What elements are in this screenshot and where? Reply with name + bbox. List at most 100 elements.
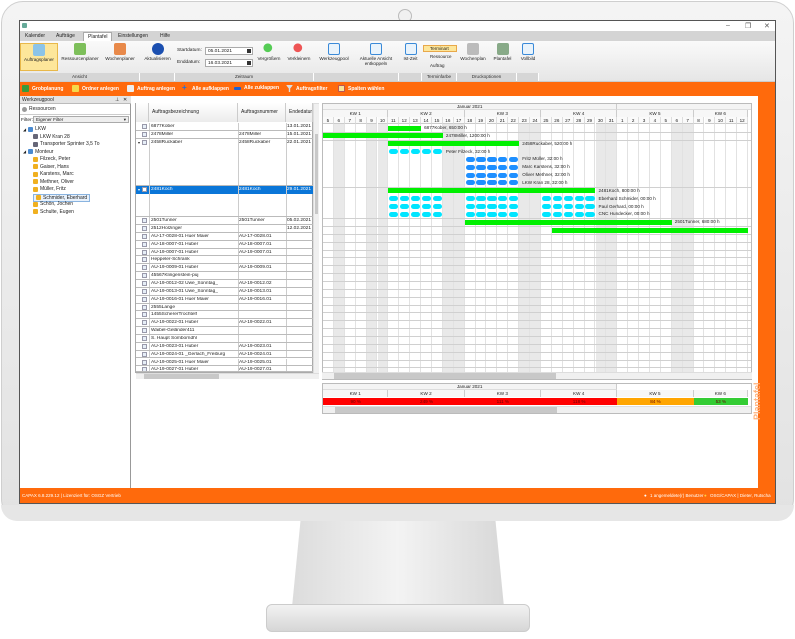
resource-booking[interactable] [498,172,508,178]
table-row[interactable]: Heppeler-Schrank [136,256,313,265]
scroll-thumb[interactable] [315,134,318,214]
resource-booking[interactable] [487,204,497,209]
scroll-thumb[interactable] [144,374,219,379]
resource-booking[interactable] [552,196,562,202]
table-row[interactable]: AU-19-0012-02 Uwe_Sonntag_ AU-19-0012.02 [136,280,313,288]
resource-booking[interactable] [585,196,595,202]
table-row[interactable]: AU-19-0023-01 Huber AU-19-0023.01 [136,342,313,351]
resource-booking[interactable] [432,211,443,217]
resource-booking[interactable] [465,164,475,170]
resource-booking[interactable] [509,196,519,202]
order-bar[interactable] [464,219,672,225]
resource-booking[interactable] [465,156,475,162]
resource-booking[interactable] [476,211,486,217]
resource-booking[interactable] [563,211,573,217]
resource-booking[interactable] [563,204,573,209]
grobplanung-button[interactable]: Grobplanung [22,85,63,92]
resource-booking[interactable] [421,149,432,155]
tab-einstellungen[interactable]: Einstellungen [118,33,149,39]
order-bar[interactable] [323,133,443,139]
resource-booking[interactable] [432,204,443,209]
table-row[interactable]: 2512Holzinger 12.02.2021 [136,225,313,233]
table-row[interactable]: AU-19-0027-01 Huber AU-19-0027.01 [136,366,313,372]
resource-booking[interactable] [509,164,519,170]
column-header-auftragsnummer[interactable]: Auftragsnummer [238,103,286,122]
resource-booking[interactable] [574,211,584,217]
werkzeugpool-button[interactable]: Werkzeugpool [315,43,353,71]
tree-item[interactable]: Gaiser, Hans [33,164,69,170]
scroll-thumb[interactable] [335,407,557,413]
ordner-anlegen-button[interactable]: Ordner anlegen [72,85,119,92]
resource-booking[interactable] [487,211,497,217]
resource-booking[interactable] [400,211,410,217]
resource-booking[interactable] [389,149,399,155]
tree-item[interactable]: Transporter Sprinter 3,5 To [33,141,99,147]
column-header-auftragsbezeichnung[interactable]: Auftragsbezeichnung [149,103,238,122]
collapse-icon[interactable]: ▾ [138,139,141,145]
ressourcenplaner-button[interactable]: Ressourcenplaner [59,43,101,71]
resource-booking[interactable] [476,172,486,178]
side-tab-plantafel[interactable]: Plantafel [752,382,762,420]
resource-booking[interactable] [487,156,497,162]
resource-booking[interactable] [509,156,519,162]
table-row[interactable]: AU-19-0024-01 _Gerlach_Freiburg AU-19-002… [136,350,313,359]
table-row[interactable]: AU-19-0016-01 Huer Maier AU-19-0016.01 [136,295,313,304]
resource-booking[interactable] [498,196,508,202]
resource-booking[interactable] [476,196,486,202]
resource-booking[interactable] [421,204,432,209]
resource-booking[interactable] [465,211,475,217]
table-row[interactable]: 1455SchererTrochtelf [136,311,313,320]
table-row[interactable]: 2555Lange [136,303,313,312]
resource-booking[interactable] [400,204,410,209]
resource-booking[interactable] [421,211,432,217]
resource-booking[interactable] [541,211,552,217]
resource-booking[interactable] [421,196,432,202]
tab-plantafel[interactable]: Plantafel [83,32,113,41]
order-bar[interactable] [551,227,749,233]
expander-icon[interactable]: ◢ [23,149,27,154]
resource-booking[interactable] [498,204,508,209]
tree-item[interactable]: Schön, Jochen [33,201,73,207]
resource-booking[interactable] [411,211,421,217]
istzeit-button[interactable]: Ist-Zeit [400,43,421,71]
table-row[interactable]: 2478Miller 2478Miller 15.01.2021 [136,130,313,139]
resource-booking[interactable] [487,164,497,170]
resource-booking[interactable] [509,180,519,186]
resource-booking[interactable] [541,196,552,202]
table-row[interactable]: Waibel-Geländer411 [136,327,313,335]
table-row[interactable]: AU-19-0022-01 Huber AU-19-0022.01 [136,319,313,328]
resource-booking[interactable] [552,204,562,209]
resource-booking[interactable] [498,180,508,186]
resource-booking[interactable] [465,180,475,186]
resource-booking[interactable] [465,172,475,178]
close-panel-icon[interactable]: ✕ [123,97,128,103]
status-users[interactable]: 1 angemeldete(r) Benutzer [650,493,704,498]
wochenplan-print-button[interactable]: Wochenplan [458,43,488,71]
resource-booking[interactable] [432,149,443,155]
auftrag-option[interactable]: Auftrag [430,63,445,68]
tab-kalender[interactable]: Kalender [25,33,46,39]
table-row[interactable]: AU-19-0013-01 Uwe_Sonntag_ AU-19-0013.01 [136,287,313,296]
resource-booking[interactable] [552,211,562,217]
plantafel-print-button[interactable]: Plantafel [489,43,516,71]
auftragsfilter-button[interactable]: Auftragsfilter [286,85,327,92]
resource-booking[interactable] [498,211,508,217]
capacity-scrollbar[interactable] [323,406,751,413]
table-row[interactable]: AU-19-0007-01 Huber AU-19-0007.01 [136,248,313,257]
resource-booking[interactable] [585,204,595,209]
tree-item[interactable]: Schmider, Eberhard [33,193,91,202]
tree-item[interactable]: LKW Kran 28 [33,134,70,140]
resource-booking[interactable] [476,180,486,186]
resource-booking[interactable] [509,172,519,178]
tab-hilfe[interactable]: Hilfe [160,33,171,39]
tree-item[interactable]: Schulte, Eugen [33,209,74,215]
resource-booking[interactable] [476,204,486,209]
tab-auftraege[interactable]: Aufträge [56,33,75,39]
resource-booking[interactable] [541,204,552,209]
verkleinern-button[interactable]: Verkleinern [284,43,314,71]
order-bar[interactable] [388,188,596,194]
table-row[interactable]: AU-19-0009-01 Huber AU-19-0009.01 [136,264,313,273]
resource-booking[interactable] [487,172,497,178]
aktualisieren-button[interactable]: Aktualisieren [140,43,175,71]
auftrag-anlegen-button[interactable]: Auftrag anlegen [127,85,175,92]
